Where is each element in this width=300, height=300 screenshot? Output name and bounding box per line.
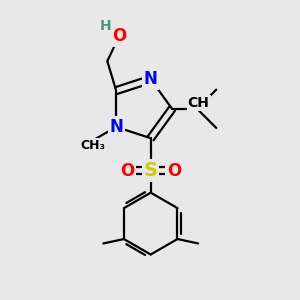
Text: O: O — [167, 162, 182, 180]
Text: N: N — [109, 118, 123, 136]
Text: CH₃: CH₃ — [80, 139, 106, 152]
Text: CH: CH — [188, 96, 209, 110]
Text: H: H — [100, 19, 112, 33]
Text: O: O — [112, 27, 126, 45]
Text: N: N — [144, 70, 158, 88]
Text: O: O — [120, 162, 134, 180]
Text: S: S — [144, 161, 158, 180]
